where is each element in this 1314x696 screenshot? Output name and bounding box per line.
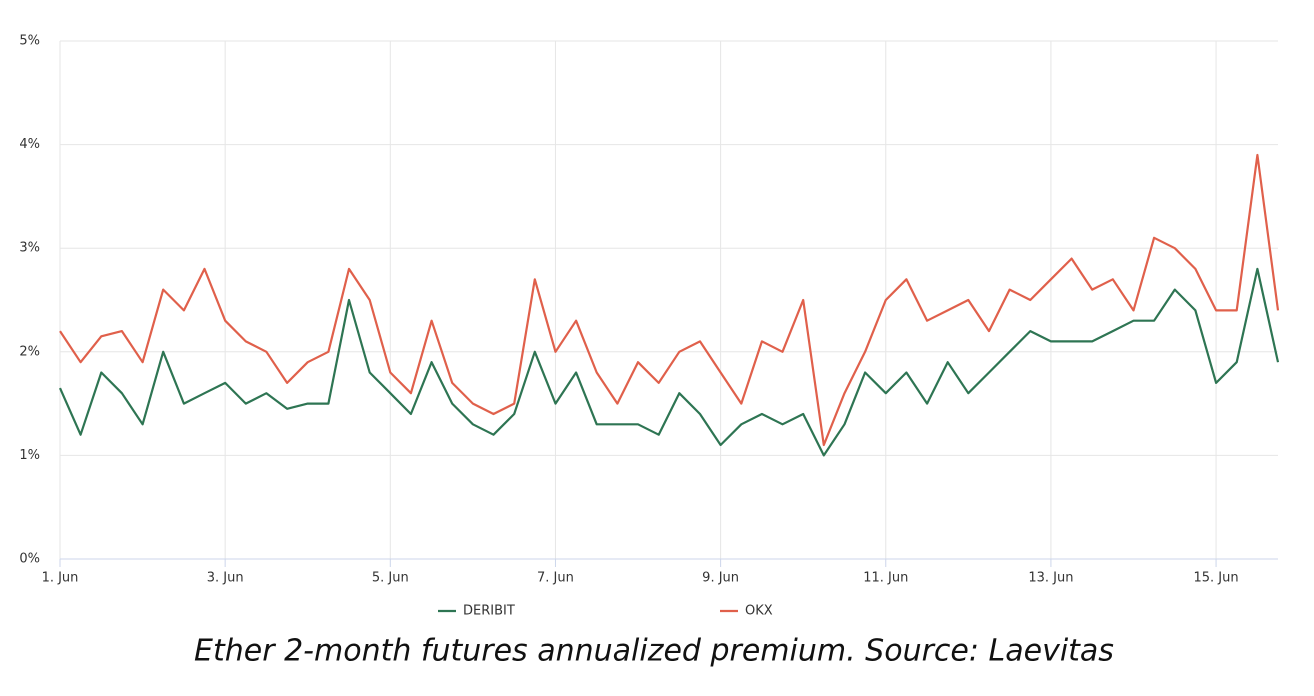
series-line (59, 153, 1280, 447)
y-tick-label: 3% (19, 241, 40, 256)
x-tick-label: 3. Jun (207, 571, 244, 586)
y-tick-label: 1% (19, 448, 40, 463)
legend-label[interactable]: OKX (745, 604, 773, 619)
legend-label[interactable]: DERIBIT (463, 604, 515, 619)
y-tick-label: 4% (19, 137, 40, 152)
y-tick-label: 0% (19, 552, 40, 567)
x-tick-label: 1. Jun (42, 571, 79, 586)
x-tick-label: 15. Jun (1194, 571, 1239, 586)
y-tick-label: 2% (19, 344, 40, 359)
chart-caption: Ether 2-month futures annualized premium… (194, 634, 1114, 669)
x-tick-label: 13. Jun (1028, 571, 1073, 586)
x-tick-label: 5. Jun (372, 571, 409, 586)
x-tick-label: 7. Jun (537, 571, 574, 586)
x-tick-label: 9. Jun (702, 571, 739, 586)
x-tick-label: 11. Jun (863, 571, 908, 586)
series-line (58, 267, 1280, 457)
y-tick-label: 5% (19, 34, 40, 49)
